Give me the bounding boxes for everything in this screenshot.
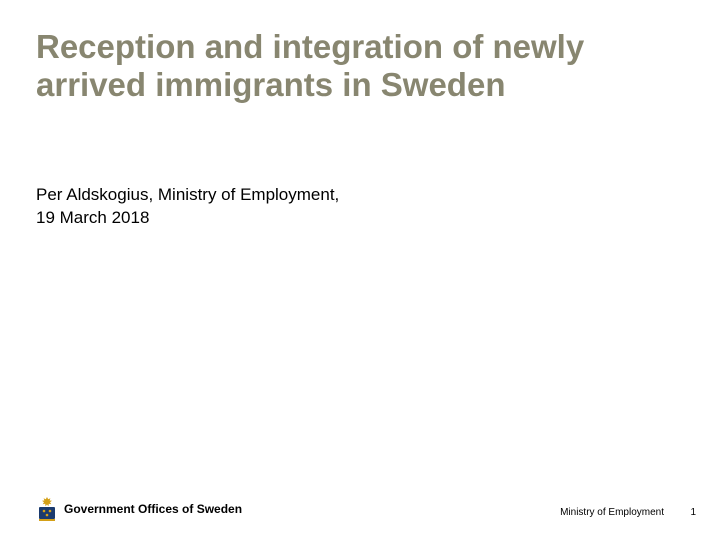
- slide-footer: Government Offices of Sweden Ministry of…: [0, 486, 720, 522]
- author-line-2: 19 March 2018: [36, 207, 684, 230]
- author-block: Per Aldskogius, Ministry of Employment, …: [36, 184, 684, 230]
- slide-title: Reception and integration of newly arriv…: [36, 28, 684, 104]
- three-crowns-icon: [36, 496, 58, 522]
- gov-logo-text: Government Offices of Sweden: [64, 502, 242, 516]
- page-number: 1: [690, 507, 696, 518]
- slide: Reception and integration of newly arriv…: [0, 0, 720, 540]
- author-line-1: Per Aldskogius, Ministry of Employment,: [36, 184, 684, 207]
- footer-ministry: Ministry of Employment: [560, 507, 664, 518]
- gov-logo: Government Offices of Sweden: [36, 496, 242, 522]
